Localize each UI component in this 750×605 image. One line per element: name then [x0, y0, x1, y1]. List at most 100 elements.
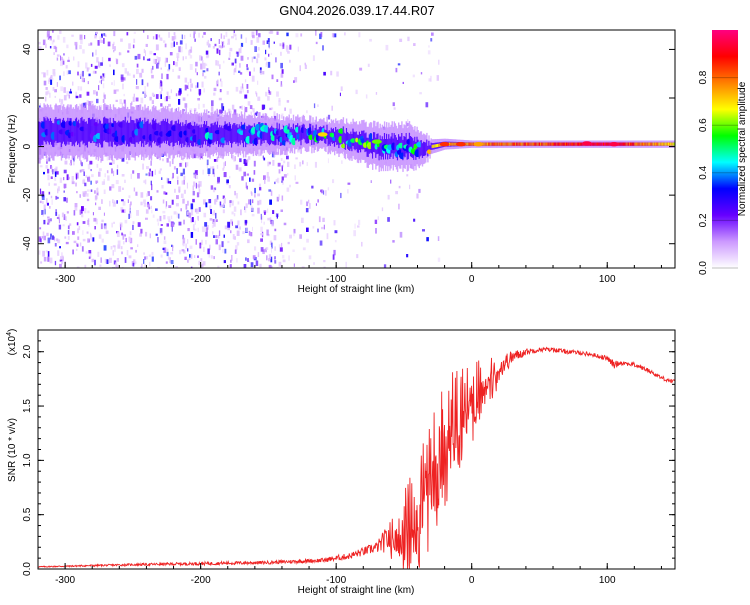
ridge-core	[249, 125, 251, 144]
ridge-line	[516, 142, 518, 146]
speckle-cell	[51, 235, 54, 240]
speckle-cell	[233, 206, 237, 212]
ridge-line	[451, 142, 453, 146]
ridge-core	[266, 125, 269, 143]
speckle-cell	[240, 55, 244, 61]
speckle-cell	[167, 69, 170, 72]
speckle-cell	[96, 98, 99, 104]
speckle-cell	[250, 262, 254, 268]
ridge-core	[110, 122, 112, 147]
ridge-line	[636, 142, 638, 146]
speckle-cell	[43, 171, 45, 175]
speckle-cell	[137, 222, 141, 227]
ridge-line	[645, 142, 647, 146]
speckle-cell	[72, 81, 74, 86]
speckle-cell	[109, 200, 111, 207]
ridge-line	[566, 142, 568, 146]
speckle-cell	[253, 67, 255, 72]
ridge-blob	[108, 128, 113, 134]
ridge-line	[602, 142, 605, 146]
speckle-cell	[292, 249, 295, 252]
speckle-cell	[127, 199, 129, 203]
speckle-cell	[176, 52, 180, 58]
speckle-cell	[47, 256, 50, 262]
speckle-cell	[84, 208, 87, 214]
snr-yscale-exp: 4	[6, 332, 13, 336]
speckle-cell	[274, 181, 276, 185]
speckle-cell	[220, 78, 222, 82]
speckle-cell	[193, 228, 197, 231]
speckle-cell	[149, 50, 153, 55]
speckle-cell	[111, 159, 115, 165]
ridge-line	[540, 142, 542, 146]
speckle-cell	[271, 266, 273, 268]
speckle-cell	[262, 40, 265, 45]
ridge-core	[177, 119, 180, 141]
speckle-cell	[148, 58, 151, 61]
ridge-line	[638, 142, 641, 146]
speckle-cell	[201, 263, 204, 268]
speckle-cell	[266, 229, 269, 236]
speckle-cell	[301, 266, 305, 268]
speckle-cell	[50, 76, 52, 81]
speckle-cell	[322, 45, 324, 51]
ridge-line	[521, 142, 523, 146]
speckle-cell	[228, 51, 231, 57]
speckle-cell	[247, 258, 249, 262]
speckle-cell	[140, 228, 143, 234]
speckle-cell	[202, 35, 204, 38]
speckle-cell	[166, 248, 169, 254]
speckle-cell	[256, 111, 258, 114]
speckle-cell	[235, 225, 238, 229]
ridge-line	[621, 142, 623, 146]
speckle-cell	[267, 208, 269, 213]
speckle-cell	[218, 230, 221, 236]
ridge-line	[453, 142, 455, 146]
ridge-line	[664, 142, 667, 146]
ridge-core	[47, 118, 50, 143]
speckle-cell	[261, 217, 263, 224]
speckle-cell	[79, 94, 82, 98]
speckle-cell	[226, 91, 229, 95]
ridge-core	[337, 129, 339, 145]
speckle-cell	[155, 233, 158, 236]
speckle-cell	[82, 49, 85, 54]
speckle-cell	[392, 240, 395, 243]
speckle-cell	[178, 186, 181, 193]
ridge-line	[469, 142, 471, 146]
ridge-core	[90, 119, 92, 144]
speckle-cell	[244, 94, 247, 98]
ridge-core	[122, 120, 124, 144]
speckle-cell	[80, 38, 83, 45]
speckle-cell	[289, 44, 292, 50]
speckle-cell	[159, 168, 162, 171]
ridge-core	[145, 121, 147, 145]
speckle-cell	[90, 100, 94, 103]
ridge-line	[534, 142, 536, 146]
spectrogram-frame	[37, 29, 676, 269]
speckle-cell	[101, 219, 104, 223]
speckle-cell	[109, 64, 111, 67]
speckle-cell	[219, 49, 221, 56]
speckle-cell	[176, 195, 179, 200]
ridge-line	[512, 142, 515, 146]
speckle-cell	[45, 250, 48, 253]
speckle-cell	[192, 224, 195, 231]
speckle-cell	[121, 174, 125, 177]
speckle-cell	[147, 35, 149, 39]
speckle-cell	[245, 203, 248, 208]
speckle-cell	[173, 166, 176, 170]
speckle-cell	[238, 70, 241, 73]
speckle-cell	[438, 59, 440, 65]
ridge-core	[119, 121, 121, 146]
speckle-cell	[46, 198, 48, 204]
ridge-line	[607, 142, 609, 146]
ridge-core	[186, 126, 188, 148]
ridge-core	[200, 124, 202, 145]
snr-ytick-label: 0.0	[22, 562, 33, 576]
ridge-core	[366, 137, 368, 157]
ridge-line	[435, 144, 438, 148]
ridge-core	[142, 120, 144, 144]
ridge-line	[637, 142, 639, 146]
snr-xtick-label: -100	[326, 575, 346, 586]
